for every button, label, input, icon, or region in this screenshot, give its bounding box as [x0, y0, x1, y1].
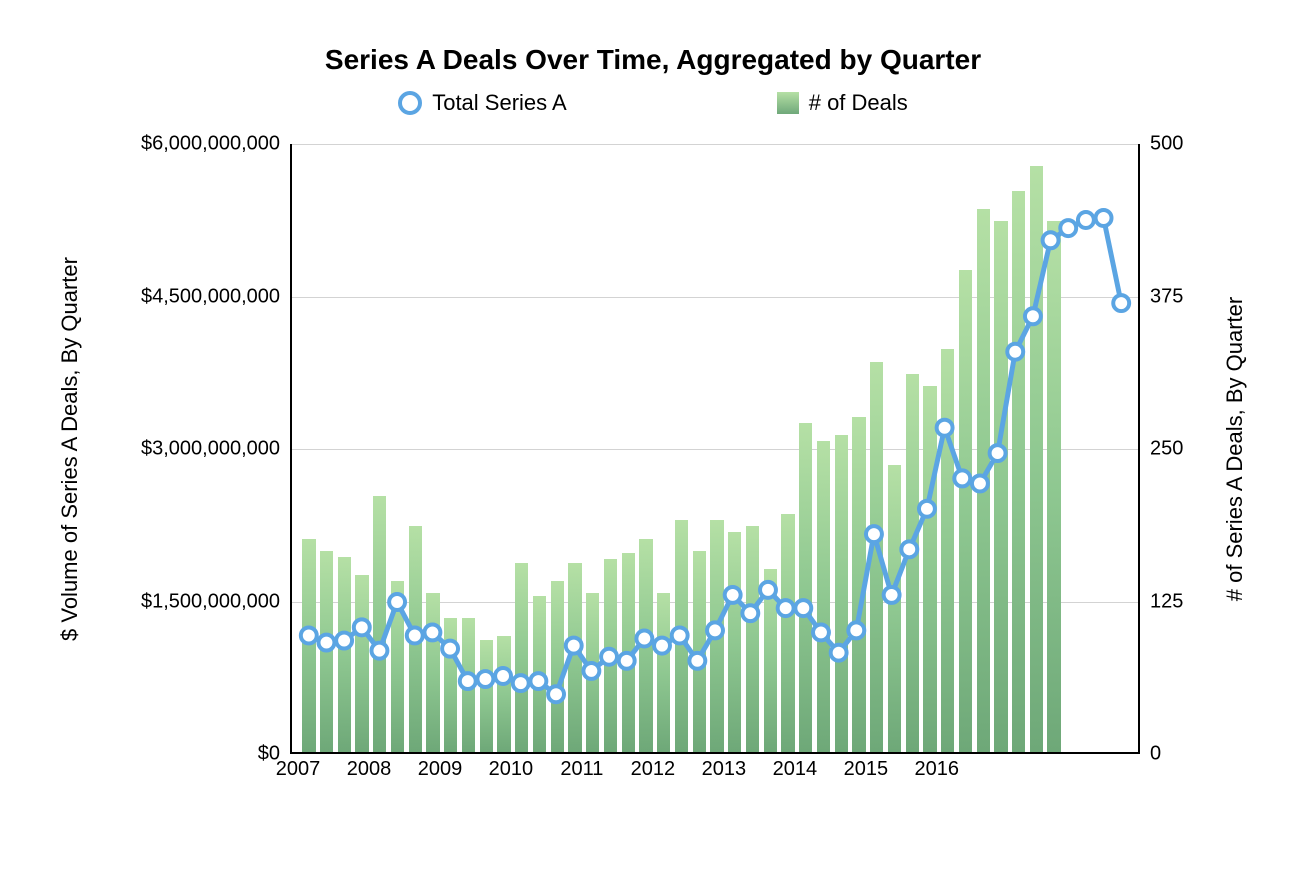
x-tick: 2007 — [276, 758, 321, 781]
line-marker — [831, 645, 847, 661]
line-marker — [760, 582, 776, 598]
y-right-tick: 125 — [1150, 590, 1230, 613]
line-marker — [442, 641, 458, 657]
y-left-tick: $0 — [100, 743, 280, 766]
line-marker — [1025, 308, 1041, 324]
line-marker — [548, 686, 564, 702]
y-left-axis-label: $ Volume of Series A Deals, By Quarter — [57, 257, 83, 641]
line-marker — [619, 653, 635, 669]
line-marker — [636, 631, 652, 647]
x-tick: 2009 — [418, 758, 463, 781]
y-right-tick: 375 — [1150, 285, 1230, 308]
y-left-axis: $0$1,500,000,000$3,000,000,000$4,500,000… — [100, 144, 280, 754]
line-marker — [530, 673, 546, 689]
plot-wrap: $ Volume of Series A Deals, By Quarter #… — [0, 134, 1306, 824]
line-marker — [1007, 344, 1023, 360]
y-right-tick: 0 — [1150, 743, 1230, 766]
line-marker — [901, 541, 917, 557]
line-marker — [336, 633, 352, 649]
line-marker — [707, 622, 723, 638]
line-marker — [318, 635, 334, 651]
x-tick: 2010 — [489, 758, 534, 781]
line-marker — [795, 600, 811, 616]
x-tick: 2013 — [702, 758, 747, 781]
line-marker — [884, 587, 900, 603]
line-marker — [371, 643, 387, 659]
x-tick: 2012 — [631, 758, 676, 781]
x-tick: 2008 — [347, 758, 392, 781]
x-tick: 2011 — [560, 758, 603, 781]
legend-item-bar: # of Deals — [777, 90, 908, 116]
legend-bar-label: # of Deals — [809, 90, 908, 116]
y-right-axis: 0125250375500 — [1150, 144, 1230, 754]
line-marker — [460, 673, 476, 689]
line-marker — [1078, 212, 1094, 228]
x-axis: 2007200820092010201120122013201420152016 — [290, 758, 1140, 788]
line-marker — [725, 587, 741, 603]
line-marker — [477, 671, 493, 687]
line-marker — [1113, 295, 1129, 311]
x-tick: 2016 — [915, 758, 960, 781]
line-marker — [813, 624, 829, 640]
line-marker — [566, 638, 582, 654]
legend-item-line: Total Series A — [398, 90, 567, 116]
line-marker — [1096, 210, 1112, 226]
y-right-tick: 500 — [1150, 133, 1230, 156]
line-marker — [654, 638, 670, 654]
legend-line-label: Total Series A — [432, 90, 567, 116]
line-marker — [937, 420, 953, 436]
line-marker — [1043, 232, 1059, 248]
line-marker — [990, 445, 1006, 461]
legend: Total Series A # of Deals — [0, 90, 1306, 116]
line-marker — [972, 475, 988, 491]
line-marker — [954, 470, 970, 486]
y-left-tick: $1,500,000,000 — [100, 590, 280, 613]
line-marker — [742, 605, 758, 621]
y-left-tick: $3,000,000,000 — [100, 438, 280, 461]
line-marker — [354, 619, 370, 635]
y-right-tick: 250 — [1150, 438, 1230, 461]
line-marker — [672, 627, 688, 643]
line-marker — [301, 627, 317, 643]
line-marker — [866, 526, 882, 542]
line-marker — [778, 600, 794, 616]
plot-area — [290, 144, 1140, 754]
line-marker — [407, 627, 423, 643]
line-marker — [513, 675, 529, 691]
line-marker — [919, 501, 935, 517]
line-marker-icon — [398, 91, 422, 115]
line-marker — [601, 649, 617, 665]
line-marker — [689, 653, 705, 669]
bar-marker-icon — [777, 92, 799, 114]
line-marker — [424, 624, 440, 640]
line-marker — [1060, 220, 1076, 236]
chart-title: Series A Deals Over Time, Aggregated by … — [0, 0, 1306, 76]
line-marker — [495, 668, 511, 684]
x-tick: 2015 — [844, 758, 889, 781]
line-marker — [848, 622, 864, 638]
line-marker — [389, 594, 405, 610]
line-marker — [583, 663, 599, 679]
line-layer — [292, 144, 1138, 752]
y-left-tick: $4,500,000,000 — [100, 285, 280, 308]
x-tick: 2014 — [773, 758, 818, 781]
y-left-tick: $6,000,000,000 — [100, 133, 280, 156]
